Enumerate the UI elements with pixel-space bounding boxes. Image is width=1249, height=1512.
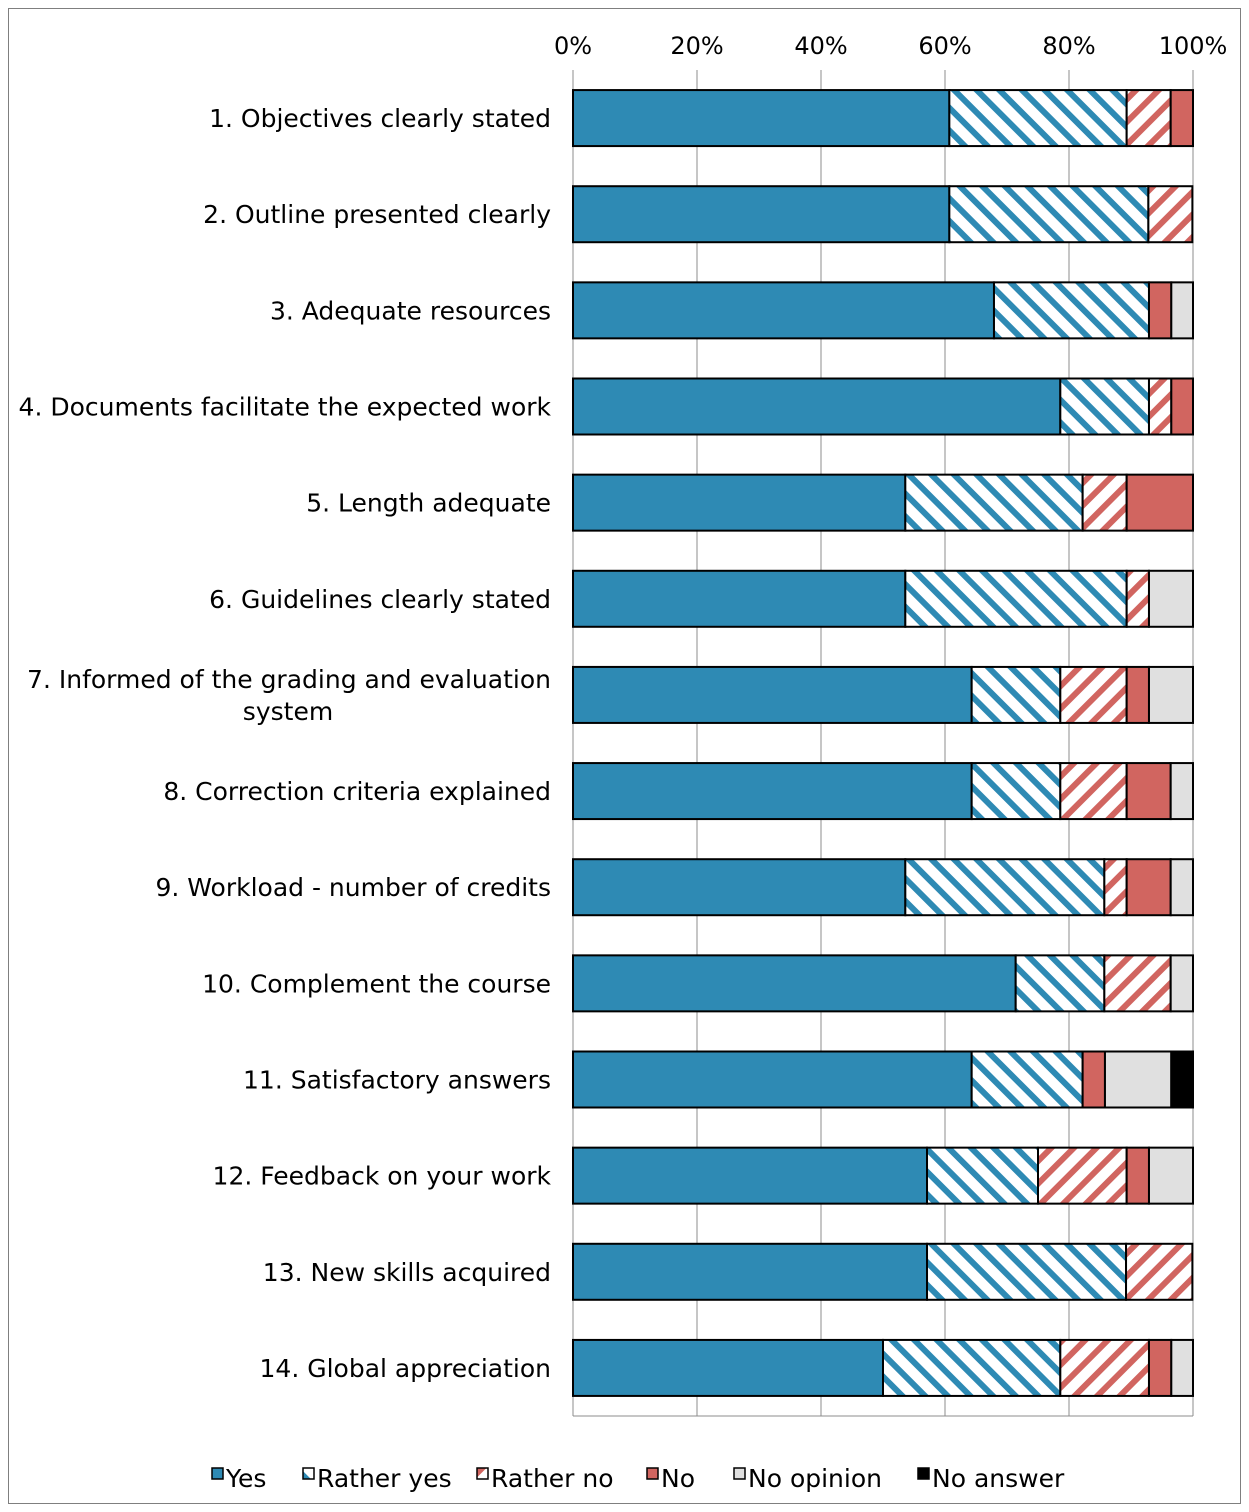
bar-segment-rather-no xyxy=(1103,954,1172,1013)
bar-segment-rather-no xyxy=(1147,185,1194,244)
bar-segment-rather-yes xyxy=(948,185,1150,244)
category-label: 5. Length adequate xyxy=(306,489,551,518)
category-labels: 1. Objectives clearly stated 2. Outline p… xyxy=(19,104,552,1383)
legend-swatch-yes xyxy=(211,1467,224,1480)
legend: Yes Rather yes Rather no No No opinion No ans… xyxy=(211,1464,1065,1493)
category-label: 6. Guidelines clearly stated xyxy=(209,585,551,614)
bar-segment-yes xyxy=(572,1338,884,1397)
bar-segment-no xyxy=(1125,665,1150,724)
bar-segment-no-opinion xyxy=(1103,1050,1173,1109)
bar-segment-rather-no xyxy=(1037,1146,1128,1205)
legend-swatch-rather-yes xyxy=(302,1467,315,1480)
bars xyxy=(572,89,1195,1397)
bar-segment-yes xyxy=(572,1146,929,1205)
chart-frame xyxy=(8,8,1241,1504)
bar-segment-no-opinion xyxy=(1169,858,1195,917)
bar-segment-yes xyxy=(572,185,951,244)
category-label: 2. Outline presented clearly xyxy=(203,200,551,229)
legend-swatch-no xyxy=(646,1467,659,1480)
category-label: 7. Informed of the grading and evaluatio… xyxy=(27,665,551,726)
bar-segment-yes xyxy=(572,473,907,532)
bar-segment-rather-yes xyxy=(882,1338,1062,1397)
bar-segment-rather-yes xyxy=(904,858,1106,917)
bar-segment-no-opinion xyxy=(1170,281,1195,340)
bar-segment-no-opinion xyxy=(1147,569,1194,628)
category-label: 12. Feedback on your work xyxy=(213,1162,552,1191)
bar-segment-rather-no xyxy=(1125,1242,1194,1301)
bar-segment-no xyxy=(1147,281,1173,340)
category-label: 13. New skills acquired xyxy=(263,1258,551,1287)
legend-label-rather-yes: Rather yes xyxy=(317,1464,452,1493)
x-tick-label: 60% xyxy=(918,32,971,60)
category-label: 10. Complement the course xyxy=(202,969,551,998)
bar-segment-rather-no xyxy=(1059,762,1128,821)
bar-segment-yes xyxy=(572,89,951,148)
bar-segment-no-opinion xyxy=(1170,1338,1195,1397)
bar-segment-no xyxy=(1125,473,1195,532)
category-label: 4. Documents facilitate the expected wor… xyxy=(19,393,552,422)
bar-segment-rather-no xyxy=(1059,665,1128,724)
x-tick-label: 0% xyxy=(554,32,592,60)
x-tick-label: 80% xyxy=(1042,32,1095,60)
legend-label-yes: Yes xyxy=(225,1464,266,1493)
bar-segment-yes xyxy=(572,569,907,628)
bar-segment-yes xyxy=(572,1242,929,1301)
x-tick-label: 100% xyxy=(1159,32,1228,60)
bar-segment-no xyxy=(1125,858,1172,917)
bar-segment-rather-yes xyxy=(970,1050,1084,1109)
category-label: 1. Objectives clearly stated xyxy=(209,104,551,133)
bar-segment-yes xyxy=(572,665,973,724)
category-label: 3. Adequate resources xyxy=(270,296,551,325)
category-label: 14. Global appreciation xyxy=(260,1354,551,1383)
gridlines xyxy=(572,70,1194,1417)
legend-label-no: No xyxy=(661,1464,695,1493)
bar-segment-no xyxy=(1170,377,1195,436)
bar-segment-rather-yes xyxy=(1059,377,1150,436)
bar-segment-rather-no xyxy=(1125,89,1172,148)
bar-segment-rather-yes xyxy=(970,762,1062,821)
legend-label-no-answer: No answer xyxy=(932,1464,1065,1493)
bar-segment-yes xyxy=(572,377,1062,436)
bar-segment-no xyxy=(1125,762,1172,821)
legend-label-rather-no: Rather no xyxy=(491,1464,614,1493)
bar-segment-rather-yes xyxy=(970,665,1062,724)
bar-segment-rather-no xyxy=(1103,858,1128,917)
legend-swatch-no-opinion xyxy=(733,1467,746,1480)
bar-segment-no-opinion xyxy=(1169,954,1195,1013)
bar-segment-yes xyxy=(572,954,1017,1013)
bar-segment-rather-yes xyxy=(926,1242,1128,1301)
legend-swatch-no-answer xyxy=(917,1467,930,1480)
category-label: 9. Workload - number of credits xyxy=(155,873,551,902)
bar-segment-no xyxy=(1125,1146,1150,1205)
bar-segment-yes xyxy=(572,281,995,340)
bar-segment-no-answer xyxy=(1170,1050,1195,1109)
x-tick-label: 40% xyxy=(794,32,847,60)
bar-segment-yes xyxy=(572,762,973,821)
bar-segment-no xyxy=(1169,89,1195,148)
bar-segment-no-opinion xyxy=(1169,762,1195,821)
legend-swatch-rather-no xyxy=(476,1467,489,1480)
legend-label-no-opinion: No opinion xyxy=(748,1464,882,1493)
bar-segment-rather-yes xyxy=(992,281,1150,340)
bar-segment-rather-no xyxy=(1125,569,1150,628)
bar-segment-no xyxy=(1147,1338,1173,1397)
category-label: 11. Satisfactory answers xyxy=(243,1066,551,1095)
category-label: 8. Correction criteria explained xyxy=(163,777,551,806)
bar-segment-rather-no xyxy=(1147,377,1173,436)
bar-segment-no-opinion xyxy=(1147,665,1194,724)
x-tick-labels: 0% 20% 40% 60% 80% 100% xyxy=(554,32,1227,60)
bar-segment-yes xyxy=(572,1050,973,1109)
bar-segment-rather-no xyxy=(1081,473,1128,532)
bar-segment-no-opinion xyxy=(1147,1146,1194,1205)
bar-segment-yes xyxy=(572,858,907,917)
bar-segment-rather-yes xyxy=(926,1146,1040,1205)
bar-segment-rather-yes xyxy=(948,89,1128,148)
x-tick-label: 20% xyxy=(670,32,723,60)
bar-segment-rather-no xyxy=(1059,1338,1150,1397)
bar-segment-rather-yes xyxy=(904,473,1084,532)
bar-segment-no xyxy=(1081,1050,1106,1109)
bar-segment-rather-yes xyxy=(1014,954,1106,1013)
bar-segment-rather-yes xyxy=(904,569,1128,628)
